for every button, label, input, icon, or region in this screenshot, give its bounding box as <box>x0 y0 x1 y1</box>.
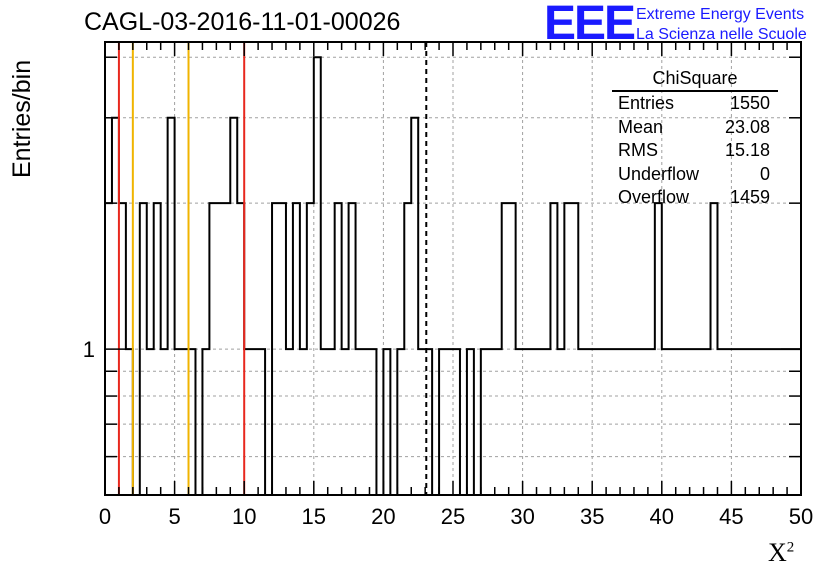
y-tick-label: 1 <box>83 337 95 362</box>
eee-logo: EEE <box>544 0 636 50</box>
stats-row: Mean 23.08 <box>612 116 778 140</box>
x-tick-label: 30 <box>510 504 534 529</box>
x-tick-label: 25 <box>441 504 465 529</box>
axes: 0 5 10 15 20 25 30 35 40 45 50 1 <box>83 41 813 529</box>
brand-text: Extreme Energy Events La Scienza nelle S… <box>636 5 807 45</box>
brand-line-1: Extreme Energy Events <box>636 6 805 23</box>
x-axis-label-text: X <box>768 538 787 567</box>
stats-label: RMS <box>618 140 658 160</box>
stats-label: Mean <box>618 116 664 137</box>
stats-label: Entries <box>618 93 675 113</box>
reference-lines <box>117 42 428 495</box>
stats-row: Overflow 1459 <box>612 186 778 210</box>
stats-label: Underflow <box>618 163 700 184</box>
stats-value: 0 <box>759 163 770 184</box>
chart-title: CAGL-03-2016-11-01-00026 <box>84 8 401 36</box>
stats-value: 1550 <box>729 93 770 113</box>
x-tick-label: 15 <box>302 504 326 529</box>
x-tick-label: 35 <box>580 504 604 529</box>
stats-value: 15.18 <box>724 140 770 160</box>
x-tick-label: 20 <box>371 504 395 529</box>
stats-row: Underflow 0 <box>612 163 778 187</box>
x-tick-label: 10 <box>232 504 256 529</box>
x-tick-label: 40 <box>650 504 674 529</box>
stats-value: 23.08 <box>724 116 770 137</box>
x-tick-label: 45 <box>719 504 743 529</box>
x-axis-label-sup: 2 <box>786 539 795 556</box>
y-axis-label: Entries/bin <box>8 59 36 178</box>
stats-title: ChiSquare <box>612 68 778 92</box>
x-tick-label: 5 <box>168 504 180 529</box>
stats-row: RMS 15.18 <box>612 139 778 163</box>
x-tick-label: 50 <box>789 504 813 529</box>
stats-label: Overflow <box>618 187 690 207</box>
stats-box: ChiSquare Entries 1550 Mean 23.08 RMS 15.18… <box>612 68 778 210</box>
stats-value: 1459 <box>729 187 770 207</box>
x-tick-label: 0 <box>99 504 111 529</box>
brand-line-2: La Scienza nelle Scuole <box>636 26 807 43</box>
stats-row: Entries 1550 <box>612 92 778 116</box>
x-axis-label: X2 <box>768 538 794 568</box>
